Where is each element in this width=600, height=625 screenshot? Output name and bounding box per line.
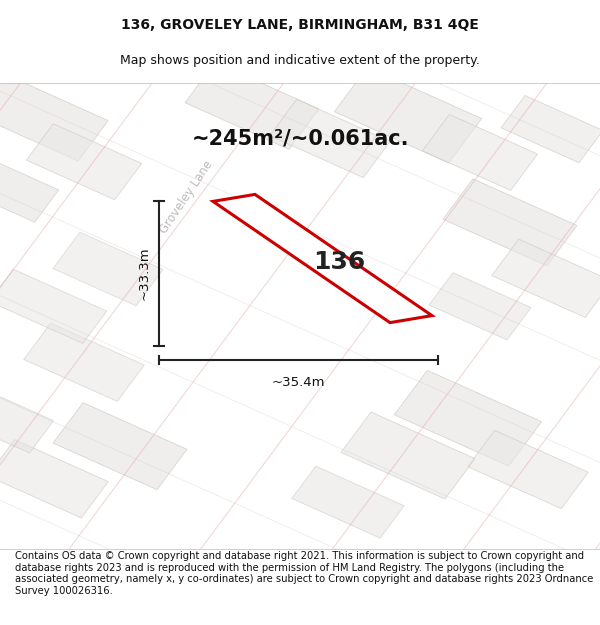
Bar: [53, 402, 187, 489]
Bar: [422, 114, 538, 191]
Bar: [394, 371, 542, 466]
Polygon shape: [213, 194, 432, 322]
Bar: [292, 466, 404, 538]
Bar: [443, 179, 577, 266]
Bar: [468, 431, 588, 509]
Bar: [334, 68, 482, 163]
Text: ~33.3m: ~33.3m: [137, 247, 151, 301]
Bar: [0, 439, 108, 518]
Bar: [270, 99, 390, 178]
Text: ~35.4m: ~35.4m: [272, 376, 325, 389]
Text: ~245m²/~0.061ac.: ~245m²/~0.061ac.: [191, 129, 409, 149]
Bar: [341, 412, 475, 499]
Bar: [0, 148, 59, 222]
Bar: [185, 62, 319, 149]
Bar: [492, 239, 600, 318]
Text: Map shows position and indicative extent of the property.: Map shows position and indicative extent…: [120, 54, 480, 67]
Bar: [53, 232, 163, 306]
Text: Groveley Lane: Groveley Lane: [157, 158, 215, 236]
Bar: [501, 96, 600, 162]
Bar: [26, 124, 142, 200]
Text: Contains OS data © Crown copyright and database right 2021. This information is : Contains OS data © Crown copyright and d…: [15, 551, 593, 596]
Bar: [0, 383, 53, 453]
Bar: [24, 323, 144, 401]
Text: 136, GROVELEY LANE, BIRMINGHAM, B31 4QE: 136, GROVELEY LANE, BIRMINGHAM, B31 4QE: [121, 18, 479, 32]
Bar: [0, 69, 108, 161]
Bar: [0, 269, 107, 343]
Bar: [429, 272, 531, 340]
Text: 136: 136: [313, 250, 365, 274]
